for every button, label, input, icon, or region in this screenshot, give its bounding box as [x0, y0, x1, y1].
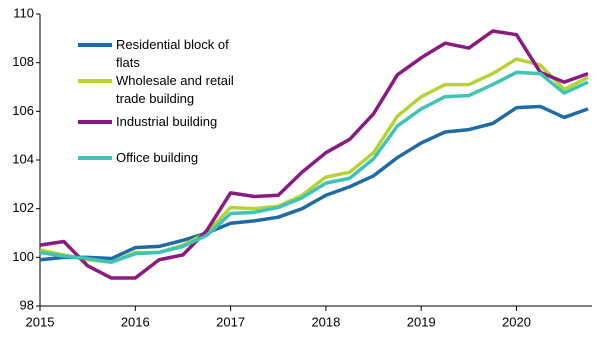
y-tick-label: 100 — [12, 249, 34, 264]
legend-swatch — [78, 156, 112, 160]
y-tick-label: 110 — [13, 5, 34, 20]
legend-swatch — [78, 79, 112, 83]
legend-label: Office building — [116, 150, 199, 165]
legend-item: Office building — [78, 149, 256, 167]
y-tick-label: 104 — [12, 151, 34, 166]
x-tick-label: 2019 — [407, 314, 436, 329]
series-line — [39, 70, 589, 264]
legend-label: Industrial building — [116, 114, 218, 129]
y-tick-label: 102 — [12, 200, 34, 215]
y-tick-label: 106 — [12, 103, 34, 118]
legend-label: Residential block of flats — [116, 37, 229, 70]
y-tick-label: 98 — [20, 297, 34, 312]
legend-item: Wholesale and retail trade building — [78, 72, 256, 108]
legend-item: Industrial building — [78, 113, 256, 131]
x-tick-label: 2015 — [26, 314, 55, 329]
legend-swatch — [78, 120, 112, 124]
x-tick-label: 2016 — [121, 314, 150, 329]
x-tick-label: 2018 — [311, 314, 340, 329]
y-tick-label: 108 — [12, 54, 34, 69]
legend-swatch — [78, 43, 112, 47]
series-line — [39, 104, 589, 262]
x-tick-label: 2020 — [502, 314, 531, 329]
series-line — [39, 29, 589, 280]
x-tick-label: 2017 — [216, 314, 245, 329]
legend-item: Residential block of flats — [78, 36, 256, 72]
legend-label: Wholesale and retail trade building — [116, 73, 234, 106]
